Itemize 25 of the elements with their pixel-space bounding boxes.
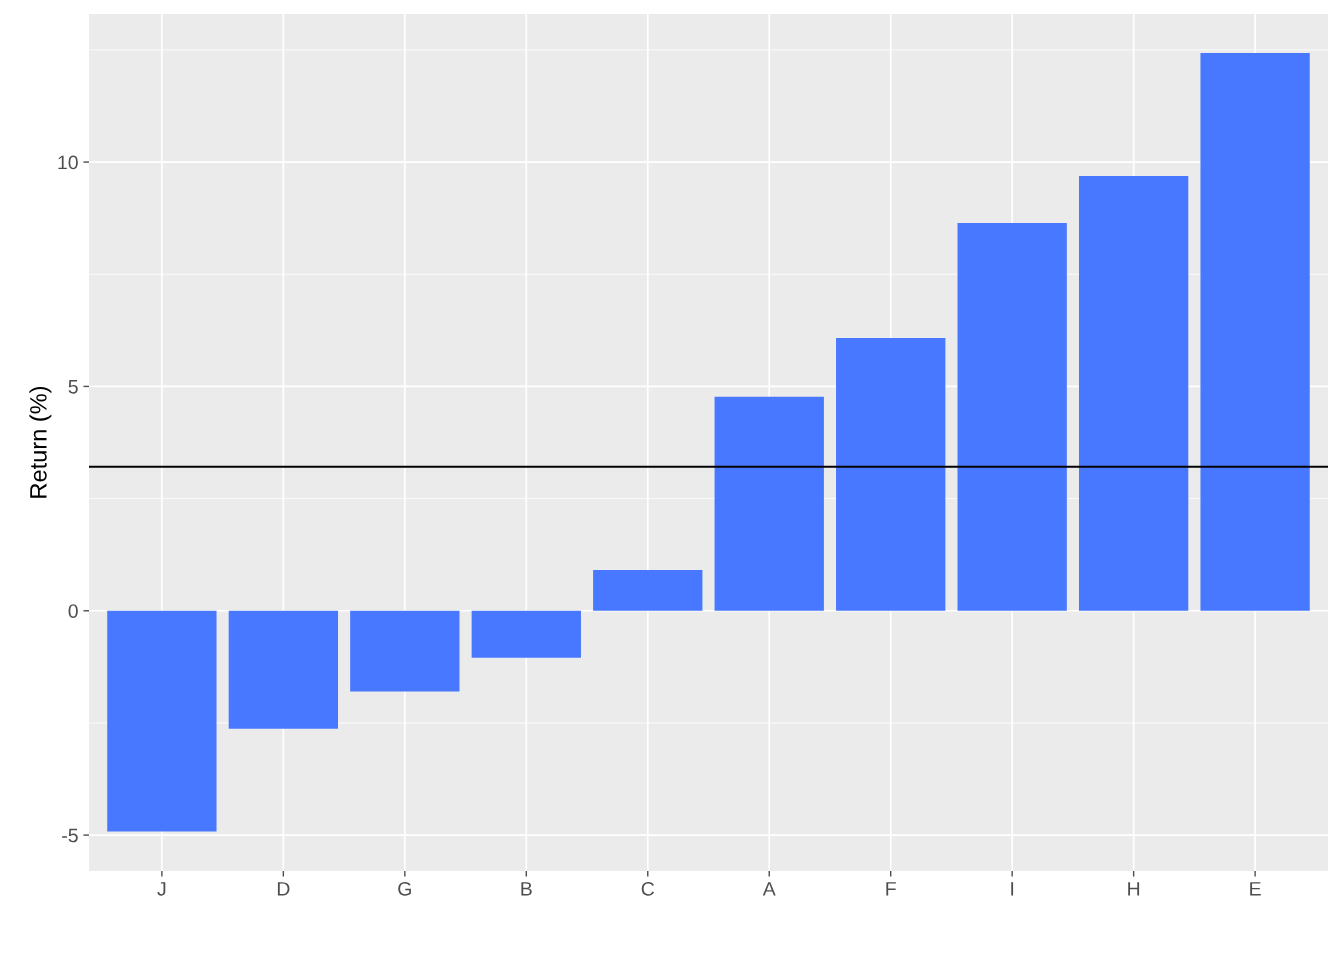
y-tick-label: 10 [58, 155, 78, 170]
x-tick-label: A [762, 882, 776, 896]
x-tick-label: G [398, 881, 411, 896]
bar [593, 569, 703, 611]
bar [1078, 175, 1189, 611]
bar [228, 610, 339, 729]
x-tick-label: H [1128, 882, 1140, 896]
y-tick-label: 0 [68, 604, 78, 618]
x-tick-label: E [1250, 882, 1261, 896]
bar [350, 610, 460, 692]
bar [836, 337, 946, 611]
x-tick-label: B [521, 882, 532, 896]
x-tick-label: J [157, 882, 166, 896]
bar [714, 396, 824, 611]
y-tick-label: -5 [62, 828, 78, 843]
bar [107, 610, 217, 832]
x-tick-label: I [1011, 882, 1014, 896]
x-tick-label: C [641, 881, 655, 896]
x-tick-label: D [277, 882, 290, 896]
x-tick-label: F [886, 882, 896, 896]
bar [957, 223, 1067, 611]
y-tick-label: 5 [68, 380, 78, 394]
y-axis-title: Return (%) [29, 386, 52, 498]
bar [471, 610, 581, 658]
bar [1200, 53, 1310, 611]
